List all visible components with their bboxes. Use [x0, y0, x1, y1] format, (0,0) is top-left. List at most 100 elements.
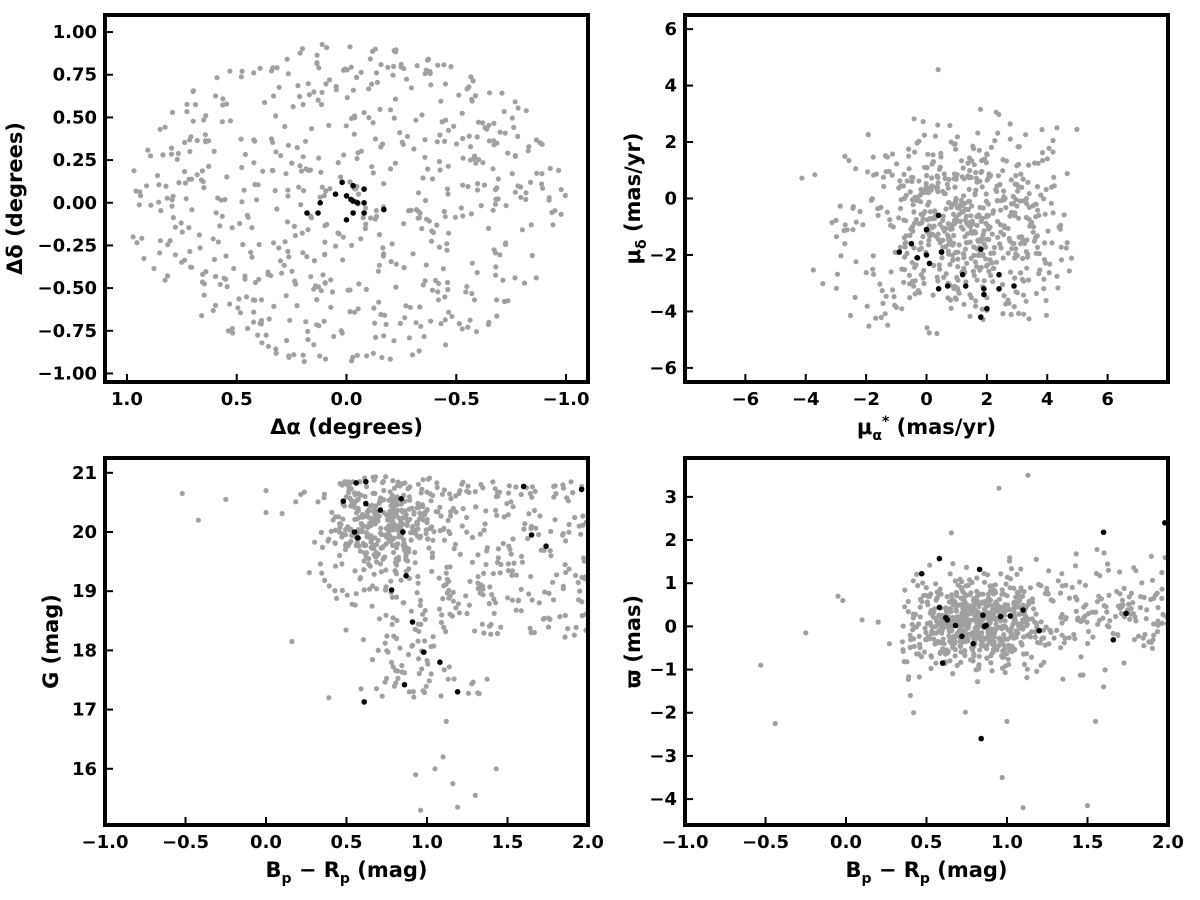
field-point [460, 506, 466, 512]
field-point [465, 183, 471, 190]
field-point [399, 139, 405, 145]
field-point [909, 174, 915, 180]
member-point [388, 587, 395, 593]
field-point [1084, 619, 1090, 625]
field-point [372, 46, 378, 52]
field-point [297, 50, 303, 56]
field-point [480, 160, 486, 166]
x-tick-label: 0.0 [830, 832, 862, 853]
field-point [511, 124, 517, 130]
field-point [1049, 240, 1055, 246]
field-point [271, 240, 277, 246]
field-point [925, 190, 932, 196]
field-point [1039, 150, 1046, 156]
field-point [1149, 577, 1156, 583]
field-point [488, 621, 494, 628]
field-point [1011, 620, 1017, 626]
field-point [430, 537, 436, 543]
field-point [1154, 590, 1160, 596]
field-point [423, 527, 429, 533]
field-point [434, 139, 440, 145]
field-point [358, 236, 364, 242]
field-point [930, 216, 936, 222]
field-point [365, 561, 372, 567]
field-point [1051, 174, 1057, 180]
field-point [772, 720, 778, 727]
field-point [960, 638, 966, 644]
field-point [991, 639, 997, 645]
field-point [1095, 621, 1101, 627]
field-point [999, 587, 1005, 593]
field-point [913, 624, 920, 630]
field-point [1041, 276, 1047, 282]
field-point [362, 493, 368, 499]
field-point [343, 123, 349, 129]
field-point [182, 180, 188, 186]
field-point [188, 134, 194, 140]
field-point [958, 595, 964, 601]
field-point [882, 311, 888, 317]
field-point [979, 306, 985, 312]
field-point [463, 593, 469, 599]
field-point [1159, 620, 1165, 626]
field-point [1022, 615, 1028, 622]
field-point [300, 101, 306, 108]
field-point [565, 498, 572, 504]
x-tick-label: −6 [732, 389, 760, 410]
field-point [534, 170, 540, 176]
field-point [446, 309, 452, 315]
field-point [993, 590, 999, 596]
field-point [984, 655, 990, 661]
field-point [250, 319, 257, 325]
field-point [531, 629, 538, 636]
field-point [303, 319, 309, 325]
field-point [237, 310, 244, 316]
field-point [989, 668, 995, 674]
field-point [347, 495, 353, 501]
field-point [983, 256, 989, 262]
field-point [355, 191, 362, 197]
field-point [368, 215, 374, 221]
field-point [401, 265, 407, 271]
field-point [508, 499, 514, 505]
field-point [912, 291, 918, 297]
field-point [450, 598, 456, 604]
member-point [361, 210, 367, 216]
x-tick-label: 1.0 [411, 832, 443, 853]
field-point [258, 297, 265, 303]
field-point [406, 566, 412, 572]
field-point [265, 343, 272, 349]
member-point [343, 217, 350, 223]
field-point [1073, 551, 1079, 557]
field-point [909, 178, 915, 185]
field-point [943, 647, 949, 653]
field-point [878, 204, 884, 210]
field-point [1062, 616, 1069, 622]
field-point [387, 489, 393, 495]
field-point [995, 173, 1002, 179]
field-point [889, 172, 895, 178]
field-point [1046, 270, 1052, 276]
field-point [398, 61, 404, 67]
member-point [976, 566, 983, 573]
field-point [260, 168, 266, 174]
field-point [532, 488, 538, 494]
field-point [303, 166, 309, 172]
x-tick-label: 2.0 [1152, 832, 1184, 853]
field-point [414, 533, 421, 539]
field-point [1030, 229, 1036, 235]
field-point [884, 209, 890, 215]
field-point [1023, 298, 1029, 304]
field-point [932, 208, 938, 214]
field-point [1029, 629, 1035, 635]
field-point [436, 575, 442, 581]
x-tick-label: 0 [920, 389, 933, 410]
member-point [962, 283, 969, 289]
field-point [1001, 188, 1007, 194]
field-point [494, 297, 500, 303]
y-tick-label: 1 [664, 573, 677, 594]
field-point [437, 504, 443, 510]
field-point [961, 301, 967, 307]
field-point [515, 598, 522, 604]
member-point [1110, 637, 1117, 643]
